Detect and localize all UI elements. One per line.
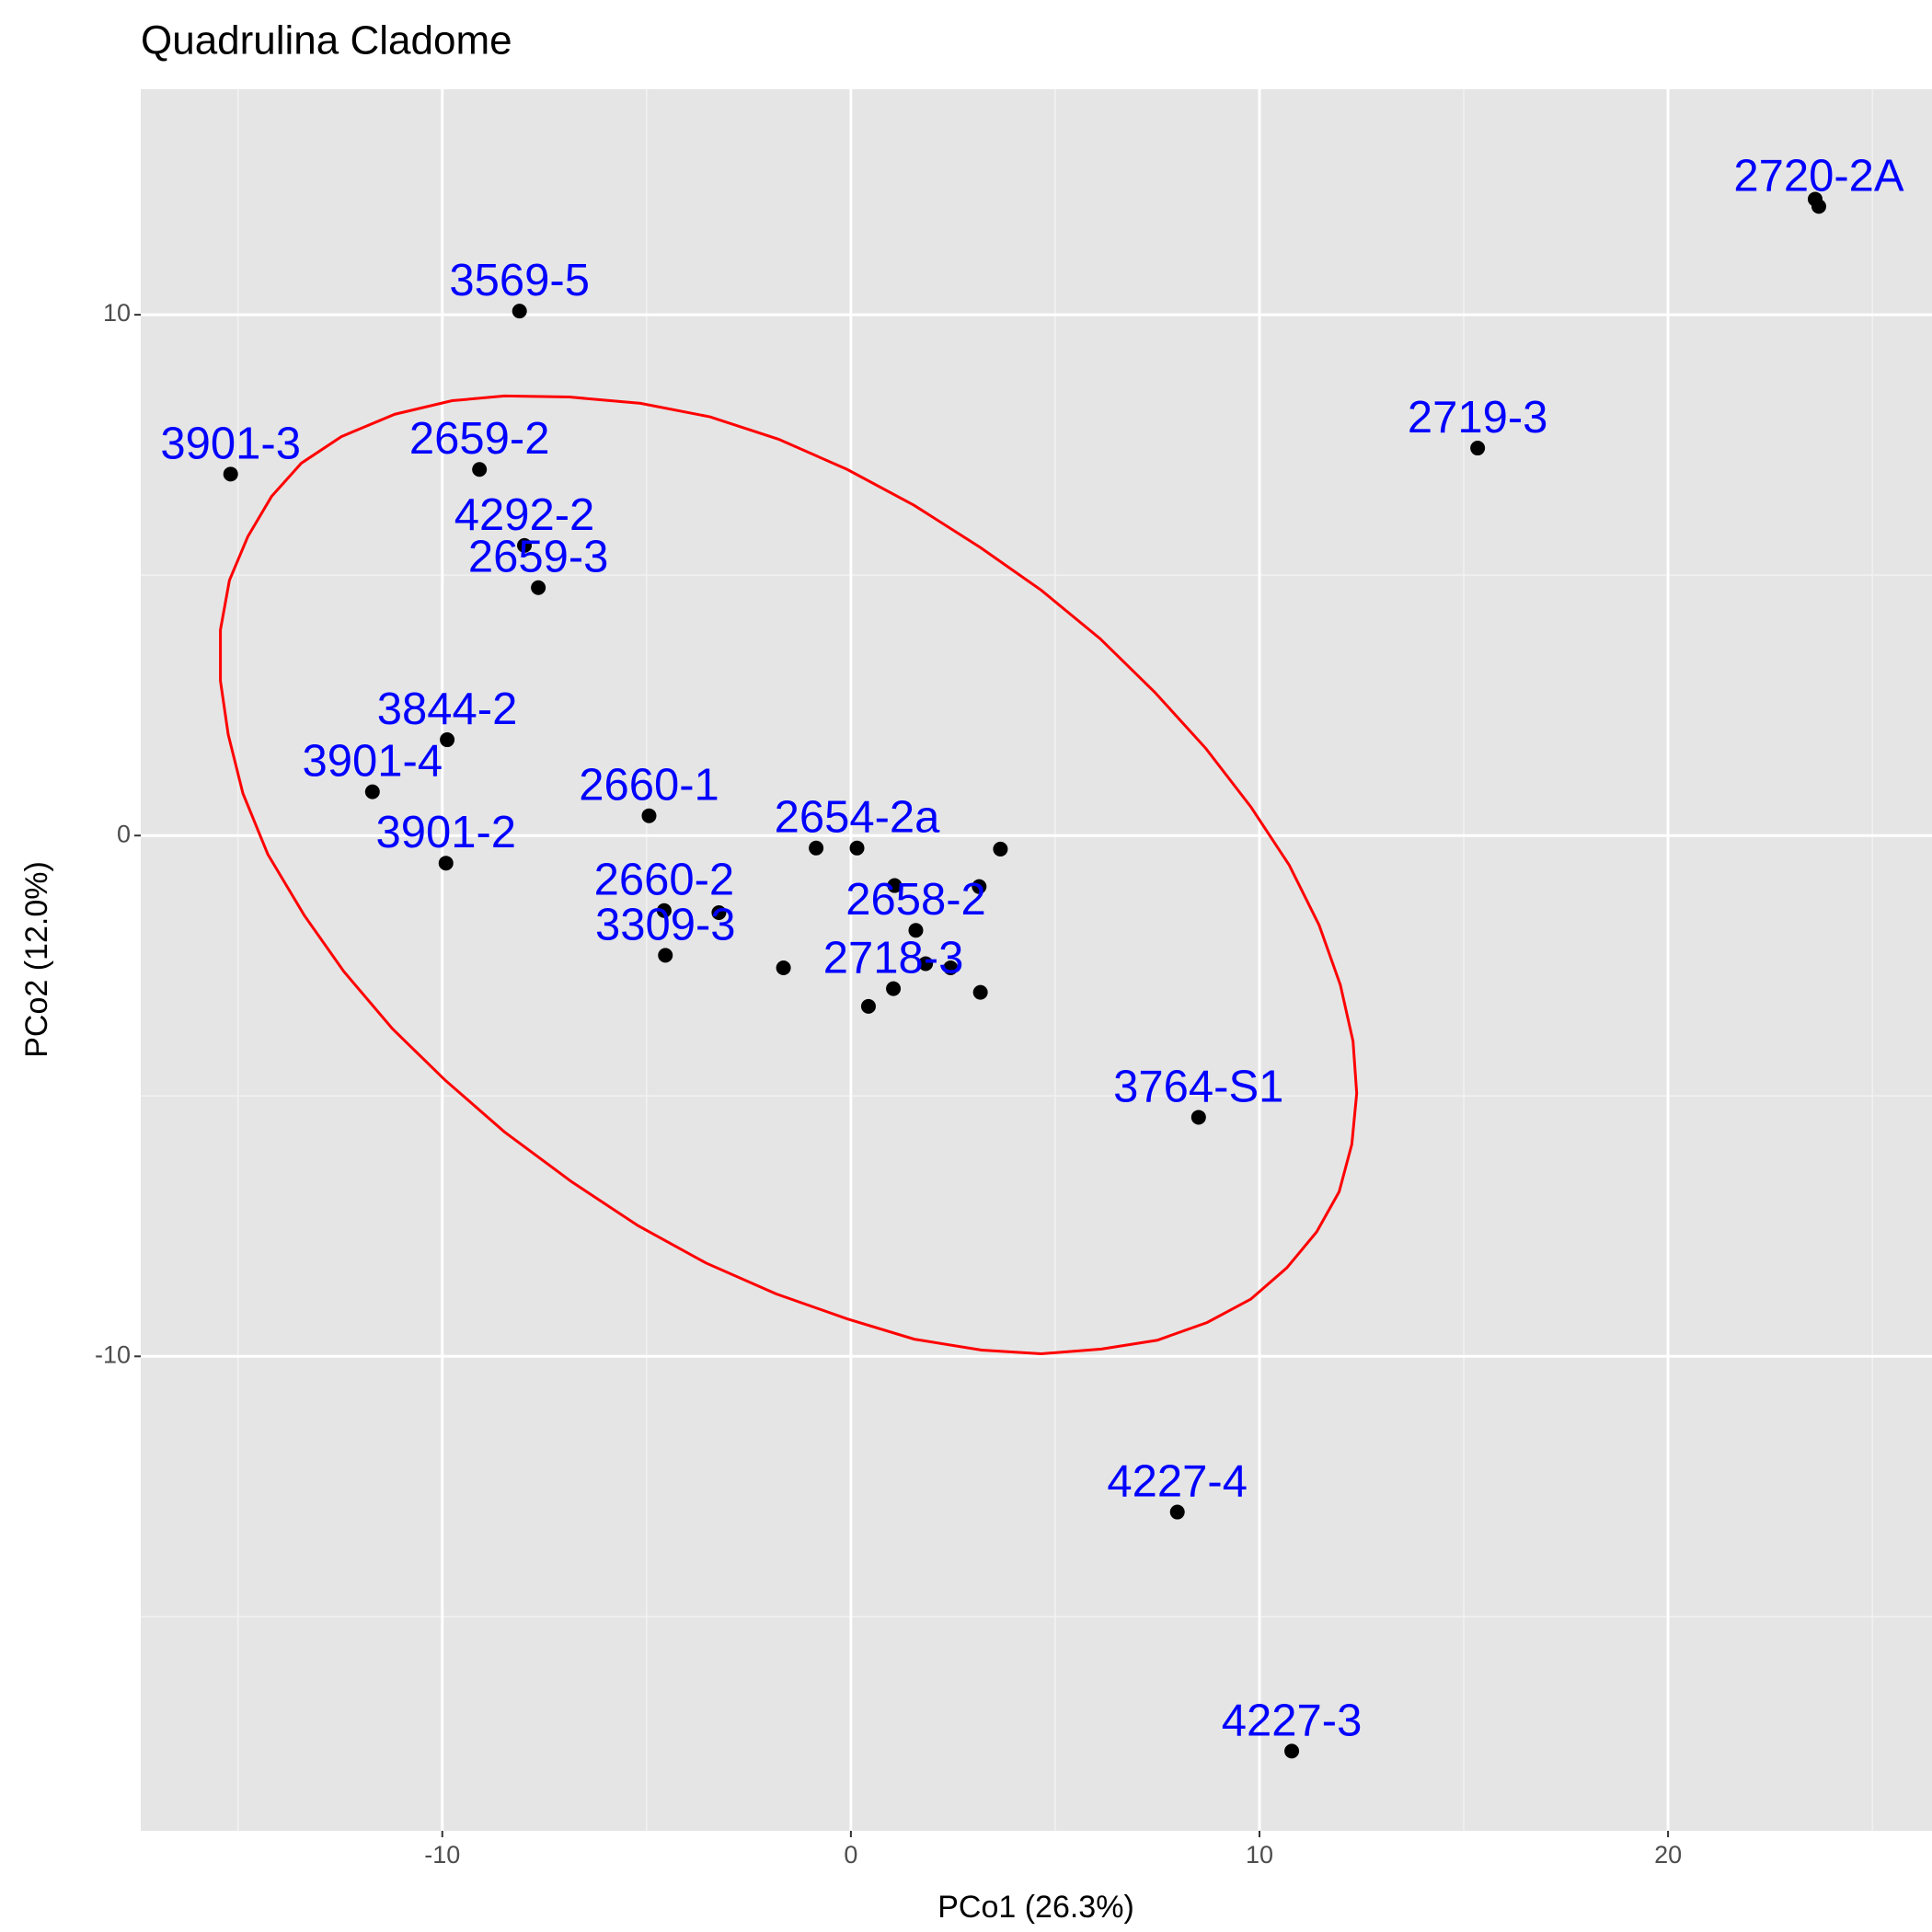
grid: [141, 89, 1932, 1831]
point: [908, 923, 924, 938]
y-tick-label: 0: [117, 820, 131, 847]
point-label: 4227-3: [1222, 1696, 1363, 1745]
point: [472, 462, 488, 477]
point: [223, 466, 238, 482]
point: [656, 903, 672, 918]
point-label: 3844-2: [377, 684, 518, 734]
point: [711, 904, 727, 920]
point-label: 2718-3: [823, 934, 964, 983]
point-label: 2660-2: [594, 856, 735, 905]
point: [972, 984, 988, 1000]
y-tick-label: -10: [95, 1340, 131, 1368]
point-label: 4227-4: [1107, 1456, 1248, 1506]
point-label: 2654-2a: [775, 793, 941, 843]
point-label: 3309-3: [595, 900, 736, 949]
point: [918, 956, 934, 972]
point-label: 3901-3: [160, 419, 301, 468]
point: [1284, 1743, 1300, 1759]
y-axis-title: PCo2 (12.0%): [19, 861, 54, 1058]
point: [849, 840, 865, 856]
point: [972, 879, 987, 894]
x-tick-label: 0: [844, 1841, 857, 1869]
point-label: 2720-2A: [1733, 151, 1904, 201]
x-tick-label: 20: [1654, 1841, 1682, 1869]
confidence-ellipse: [219, 394, 1359, 1355]
x-tick-label: -10: [424, 1841, 460, 1869]
point: [641, 808, 657, 823]
point-label: 4292-2: [454, 490, 595, 540]
x-axis-title: PCo1 (26.3%): [937, 1890, 1134, 1925]
point: [438, 856, 454, 871]
point: [809, 840, 824, 856]
y-tick-label: 10: [103, 299, 131, 327]
point: [943, 960, 959, 975]
point: [776, 960, 791, 975]
point-label: 3901-4: [303, 737, 443, 787]
point: [886, 981, 902, 996]
point: [993, 841, 1008, 857]
x-tick-label: 10: [1246, 1841, 1273, 1869]
point-label: 2719-3: [1408, 393, 1548, 443]
point-label: 2659-2: [409, 414, 550, 464]
plot-area: 3901-33569-52659-24292-22659-33844-23901…: [160, 151, 1904, 1759]
point: [517, 537, 533, 553]
chart-title: Quadrulina Cladome: [141, 18, 512, 63]
point: [658, 948, 673, 963]
point: [860, 998, 876, 1014]
point-label: 3764-S1: [1113, 1062, 1283, 1111]
point: [440, 732, 455, 748]
point: [1169, 1504, 1185, 1520]
point: [1190, 1110, 1206, 1125]
panel: [141, 89, 1932, 1831]
point: [1470, 441, 1486, 456]
point: [1807, 191, 1823, 207]
point-label: 2660-1: [579, 761, 719, 811]
point-label: 2658-2: [845, 875, 986, 925]
point-label: 3901-2: [375, 808, 516, 857]
point: [531, 580, 546, 595]
point: [364, 784, 380, 799]
point: [512, 304, 527, 319]
point-label: 2659-3: [468, 533, 609, 582]
point-label: 3569-5: [449, 256, 590, 305]
point: [887, 878, 903, 893]
